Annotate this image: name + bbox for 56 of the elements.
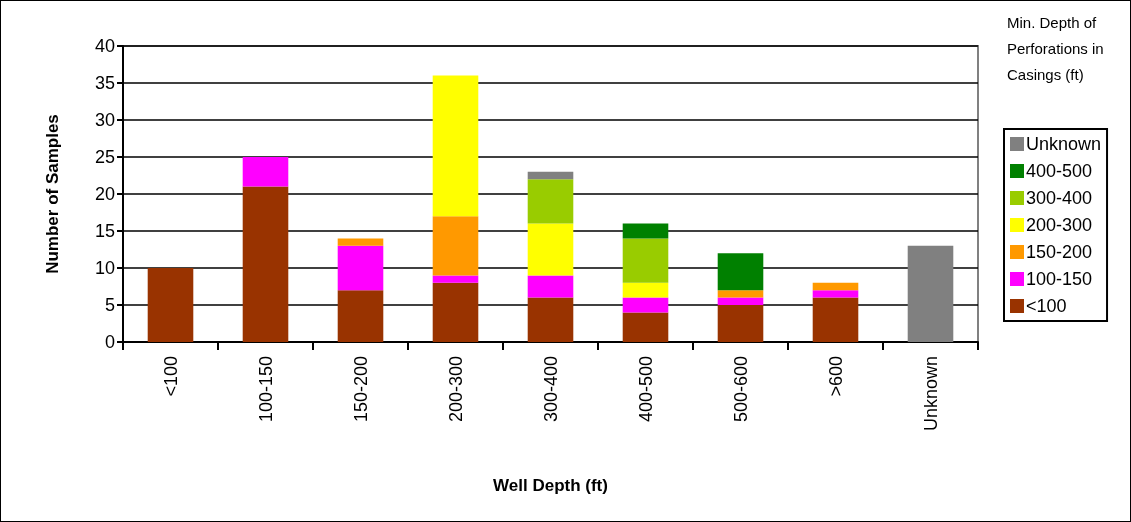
- y-axis-title: Number of Samples: [43, 114, 62, 274]
- legend-label: 400-500: [1026, 161, 1093, 181]
- bar: [717, 305, 764, 342]
- legend-label: 150-200: [1026, 242, 1093, 262]
- bar: [337, 245, 384, 291]
- legend-label: 200-300: [1026, 215, 1093, 235]
- bar: [622, 223, 669, 239]
- bar: [717, 253, 764, 291]
- bar: [527, 275, 574, 298]
- legend-label: 100-150: [1026, 269, 1093, 289]
- bar: [812, 297, 859, 342]
- bar: [717, 297, 764, 305]
- y-tick-label: 10: [94, 258, 115, 278]
- x-tick-label: 300-400: [540, 356, 561, 423]
- x-tick-label: Unknown: [920, 356, 941, 432]
- bar: [432, 282, 479, 342]
- bar: [622, 238, 669, 283]
- bar: [147, 268, 194, 342]
- bar: [622, 297, 669, 313]
- legend-title: Min. Depth of Perforations in Casings (ft): [1007, 13, 1108, 83]
- x-tick-label: 150-200: [350, 356, 371, 423]
- bar: [337, 290, 384, 342]
- y-tick-label: 25: [94, 147, 115, 167]
- legend-label: 300-400: [1026, 188, 1093, 208]
- bar: [812, 290, 859, 298]
- x-tick-label: >600: [825, 356, 846, 397]
- bar: [622, 282, 669, 298]
- bar: [337, 238, 384, 246]
- bar: [812, 282, 859, 291]
- bar: [907, 245, 954, 342]
- x-axis-title: Well Depth (ft): [493, 476, 608, 495]
- bar: [717, 290, 764, 298]
- y-tick-label: 40: [94, 36, 115, 56]
- bar: [527, 179, 574, 224]
- y-tick-label: 35: [94, 73, 115, 93]
- x-tick-label: 200-300: [445, 356, 466, 423]
- legend-label: Unknown: [1026, 134, 1102, 154]
- y-tick-label: 15: [94, 221, 115, 241]
- bar: [527, 223, 574, 276]
- bar: [242, 186, 289, 342]
- x-tick-label: 100-150: [255, 356, 276, 423]
- bar: [527, 297, 574, 342]
- legend-label: <100: [1026, 296, 1067, 316]
- bar: [432, 75, 479, 217]
- bar: [527, 171, 574, 180]
- y-tick-label: 5: [104, 295, 115, 315]
- x-tick-label: 500-600: [730, 356, 751, 423]
- x-tick-label: <100: [160, 356, 181, 397]
- bar: [432, 275, 479, 283]
- y-tick-label: 20: [94, 184, 115, 204]
- y-tick-label: 30: [94, 110, 115, 130]
- x-tick-label: 400-500: [635, 356, 656, 423]
- bar: [432, 216, 479, 276]
- y-tick-label: 0: [104, 332, 115, 352]
- bar: [242, 157, 289, 187]
- bar: [622, 312, 669, 342]
